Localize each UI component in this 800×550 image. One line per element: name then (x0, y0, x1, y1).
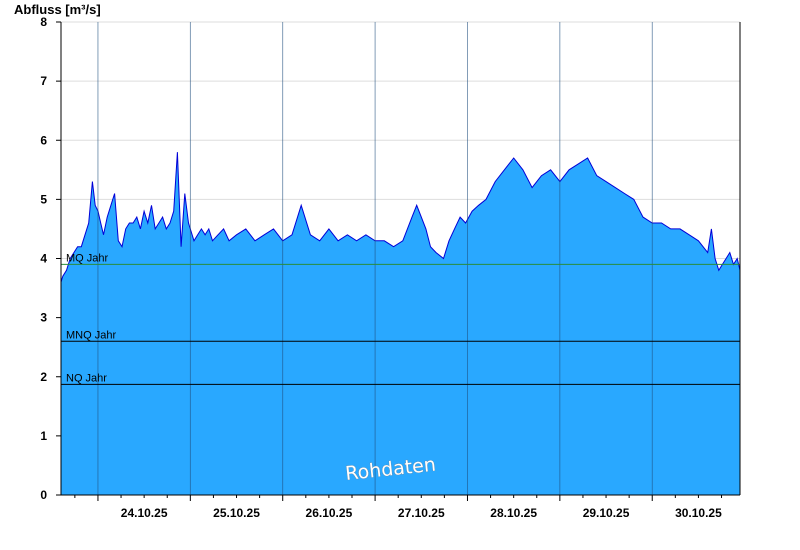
x-tick-label-28.10.25: 28.10.25 (490, 506, 537, 520)
ref-label-mnq-jahr: MNQ Jahr (66, 329, 116, 341)
y-tick-label-0: 0 (40, 488, 47, 502)
y-tick-label-1: 1 (40, 429, 47, 443)
x-tick-label-29.10.25: 29.10.25 (583, 506, 630, 520)
x-tick-label-26.10.25: 26.10.25 (306, 506, 353, 520)
x-tick-label-24.10.25: 24.10.25 (121, 506, 168, 520)
discharge-line (60, 152, 741, 283)
ref-label-nq-jahr: NQ Jahr (66, 372, 107, 384)
x-tick-label-30.10.25: 30.10.25 (675, 506, 722, 520)
ref-label-mq-jahr: MQ Jahr (66, 252, 109, 264)
discharge-area (61, 152, 740, 495)
y-tick-label-7: 7 (40, 74, 47, 88)
y-tick-label-4: 4 (40, 252, 47, 266)
y-tick-label-2: 2 (40, 370, 47, 384)
y-tick-label-3: 3 (40, 311, 47, 325)
axes: 0 1 2 3 4 5 6 7 8 24.10.25 25.10.25 26.10.25 27.10.2… (40, 15, 741, 520)
reference-lines: MQ Jahr MNQ Jahr NQ Jahr (61, 252, 740, 385)
day-separator-lines (97, 22, 653, 495)
y-tick-label-6: 6 (40, 133, 47, 147)
y-axis-title: Abfluss [m³/s] (14, 2, 101, 17)
y-tick-label-5: 5 (40, 192, 47, 206)
x-tick-label-25.10.25: 25.10.25 (213, 506, 260, 520)
x-tick-label-27.10.25: 27.10.25 (398, 506, 445, 520)
y-tick-label-8: 8 (40, 15, 47, 29)
